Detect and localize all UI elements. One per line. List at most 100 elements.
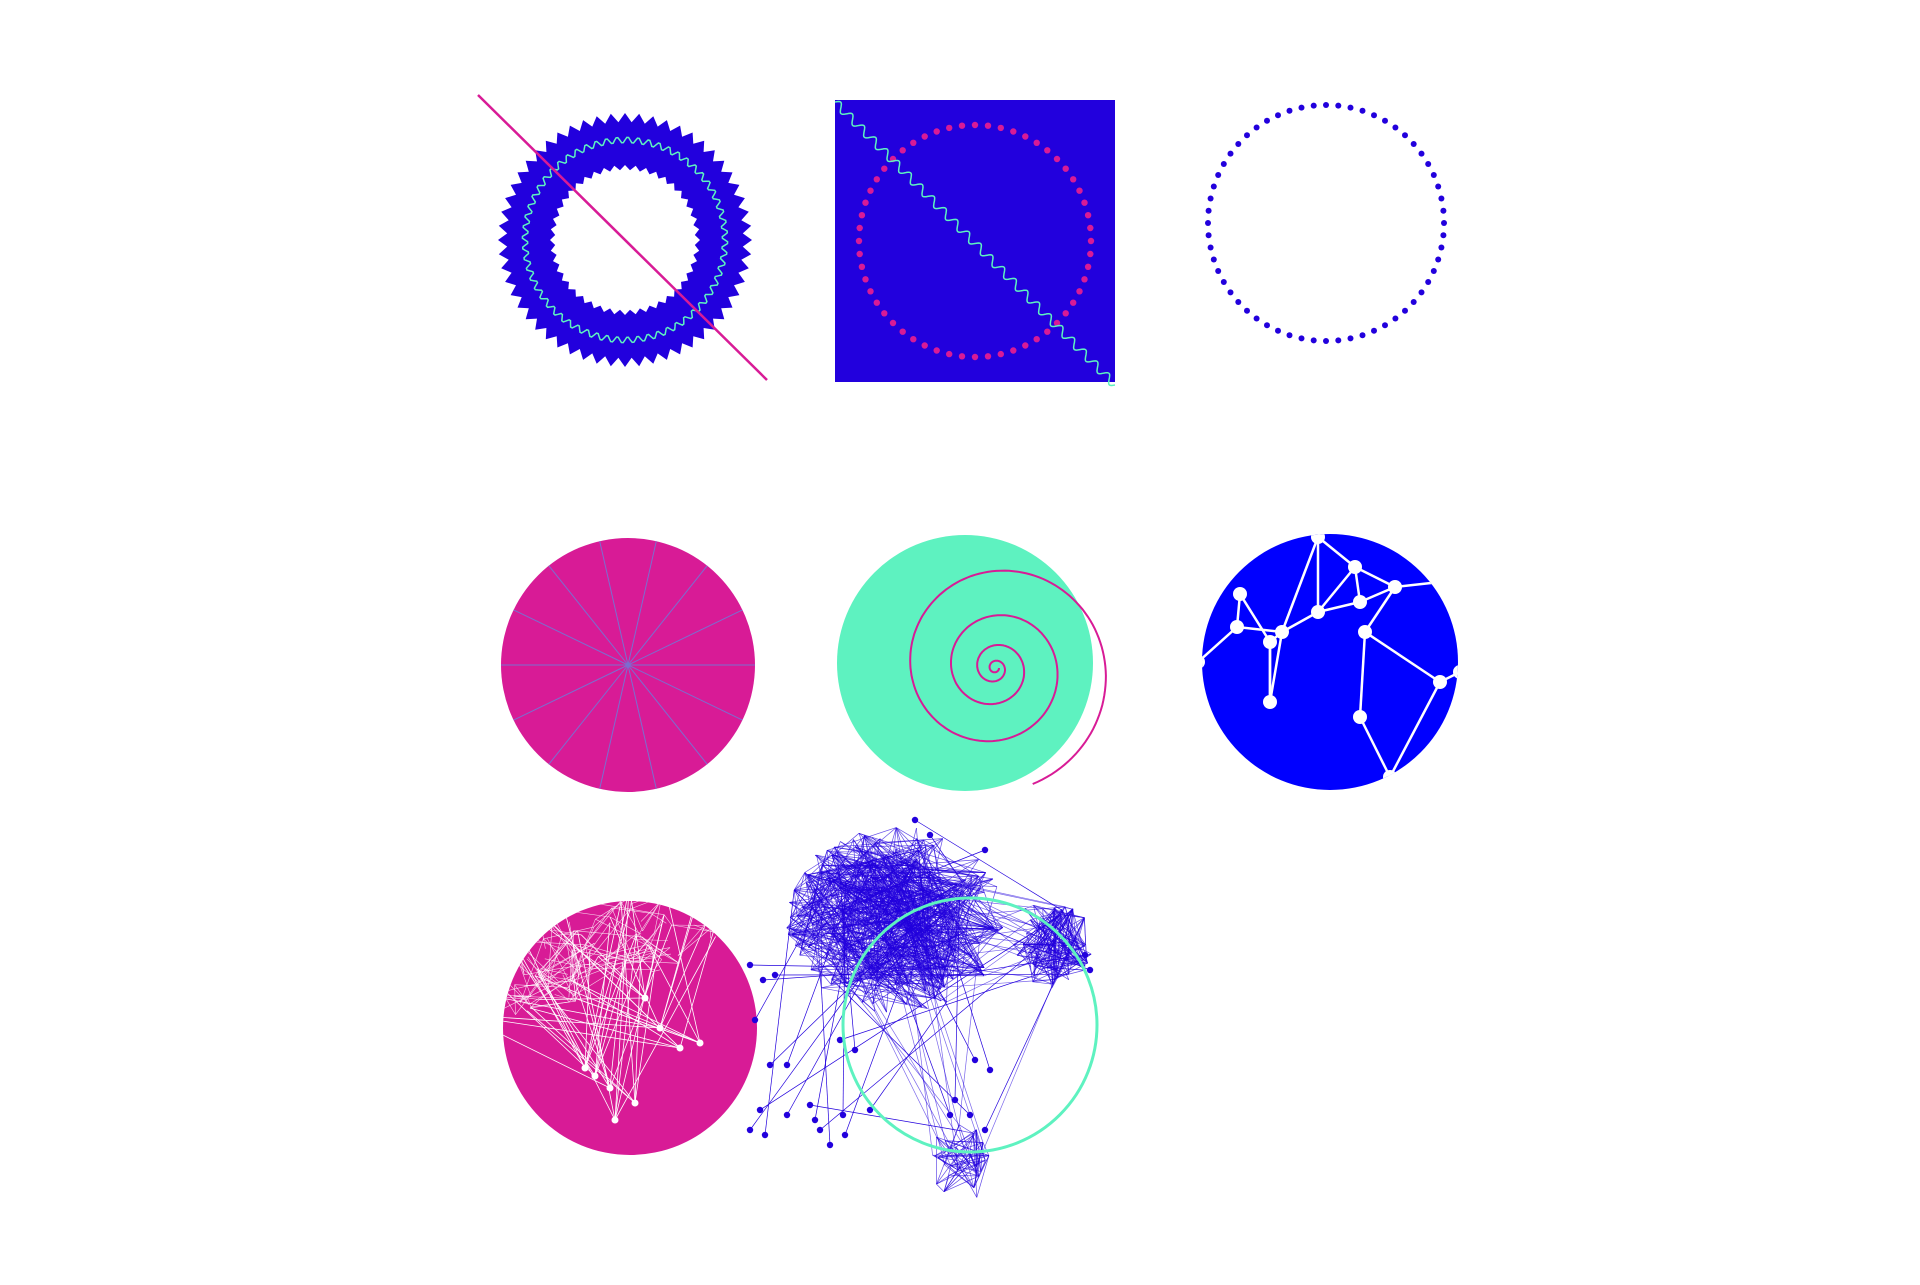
network-edge <box>630 908 665 915</box>
blue-dot <box>1435 256 1442 263</box>
network-edge <box>1032 963 1055 980</box>
network-edge <box>821 987 831 1146</box>
magenta-dot <box>899 328 906 335</box>
network-edge <box>929 834 995 929</box>
network-edge <box>679 911 720 1049</box>
network-edge <box>978 875 999 931</box>
blue-dot <box>1323 102 1329 108</box>
network-edge <box>836 833 860 853</box>
network-edge <box>1016 917 1085 956</box>
network-edge <box>1047 967 1085 971</box>
network-edge <box>874 990 936 999</box>
network-edge <box>568 921 580 978</box>
network-edge <box>950 1133 976 1167</box>
network-node <box>926 831 934 839</box>
network-edge <box>894 954 1086 985</box>
pie-spokes <box>501 541 755 789</box>
network-edge <box>1044 919 1069 953</box>
mint-ring <box>841 896 1099 1154</box>
network-edge <box>981 970 1034 978</box>
magenta-dot <box>933 128 940 135</box>
network-node <box>1311 605 1325 619</box>
network-edge <box>634 962 641 1104</box>
network-node <box>631 1099 639 1107</box>
pie-spoke <box>627 664 657 789</box>
network-edge <box>634 969 655 1104</box>
pie-spoke <box>548 565 629 666</box>
blue-dot <box>1440 232 1447 239</box>
network-edge <box>584 901 622 1069</box>
magenta-dot <box>946 124 953 132</box>
blue-square <box>835 100 1115 382</box>
blue-dot <box>1205 232 1212 239</box>
network-node <box>746 1126 754 1134</box>
network-edge <box>1317 536 1356 568</box>
network-edge <box>912 897 943 957</box>
network-edge <box>896 827 979 877</box>
network-node <box>1433 675 1447 689</box>
magenta-dot <box>1062 310 1069 317</box>
network-edge <box>1028 952 1034 982</box>
network-edge <box>972 1133 978 1198</box>
network-edge <box>937 883 963 913</box>
blue-dot <box>1220 161 1227 167</box>
network-edge <box>764 890 795 1136</box>
network-edge <box>931 988 984 1143</box>
network-edge <box>584 908 631 1069</box>
network-edge <box>927 917 943 980</box>
blue-dot <box>1205 220 1211 226</box>
network-edge <box>786 849 986 929</box>
network-edge <box>1439 580 1458 589</box>
network-edge <box>503 1014 611 1089</box>
network-edge <box>580 934 646 999</box>
pie-spokes-tile <box>501 538 755 792</box>
network-node <box>611 1116 619 1124</box>
network-edge <box>787 934 876 1012</box>
network-node <box>606 1084 614 1092</box>
network-edge <box>869 1001 947 1111</box>
blue-dot <box>1205 207 1212 214</box>
network-edge <box>500 963 502 1007</box>
network-edge <box>973 1155 990 1188</box>
magenta-spiral <box>909 569 1107 785</box>
network-edge <box>937 979 943 983</box>
magenta-dot <box>1022 133 1029 140</box>
blue-dot <box>1275 112 1281 119</box>
network-edge <box>514 984 569 988</box>
magenta-dot <box>1076 288 1083 295</box>
magenta-dot <box>971 353 979 361</box>
network-edge <box>576 956 599 999</box>
blue-dot <box>1335 337 1342 344</box>
network-edge <box>1064 906 1069 920</box>
network-edge <box>1041 948 1065 970</box>
network-node <box>839 1111 847 1119</box>
magenta-dot <box>984 122 992 129</box>
blue-dot <box>1207 195 1214 202</box>
network-edge <box>662 898 706 901</box>
network-edge <box>749 980 859 1131</box>
network-edge <box>923 839 934 846</box>
magenta-dot <box>881 165 888 172</box>
network-edge <box>1236 625 1283 634</box>
network-edge <box>628 901 646 999</box>
network-edge <box>510 920 517 945</box>
blue-dot <box>1275 327 1281 334</box>
magenta-dot <box>1084 263 1092 270</box>
network-pink-disc-tile <box>500 898 757 1155</box>
network-node <box>911 816 919 824</box>
network-edge <box>929 995 986 1161</box>
network-node <box>981 846 989 854</box>
network-edge <box>534 930 578 976</box>
magenta-dot <box>867 187 874 194</box>
magenta-dot <box>856 250 863 258</box>
network-edge <box>611 907 634 960</box>
network-edge <box>537 953 595 984</box>
network-edge <box>710 917 724 922</box>
network-edge <box>976 1142 984 1167</box>
network-edge <box>858 833 906 878</box>
network-node <box>986 1066 994 1074</box>
network-edge <box>503 992 529 997</box>
network-edge <box>1040 918 1058 978</box>
magenta-dot <box>1081 199 1088 206</box>
network-node <box>676 1044 684 1052</box>
